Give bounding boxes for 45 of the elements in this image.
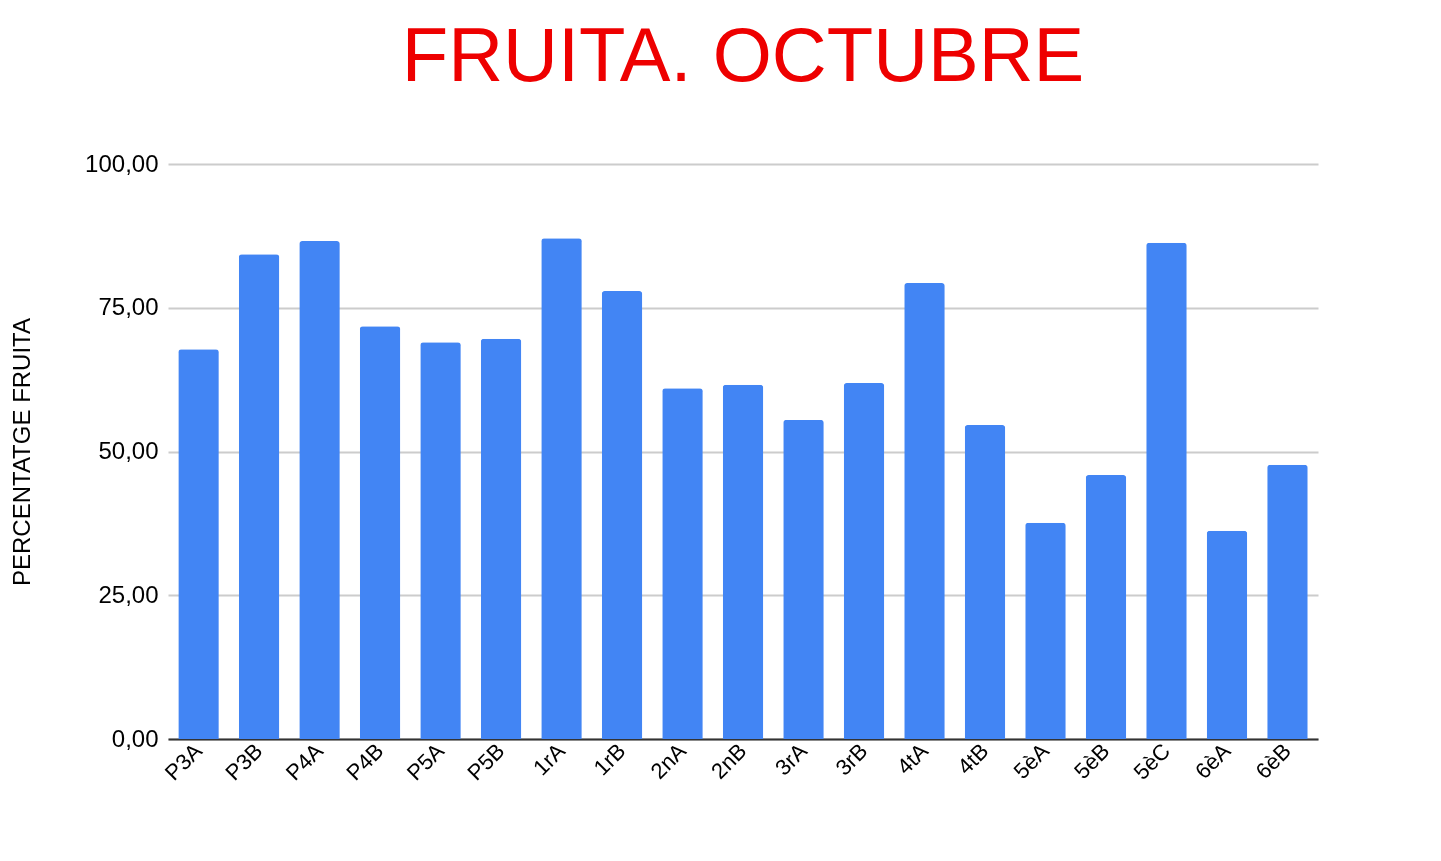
bar bbox=[178, 349, 219, 739]
bar bbox=[964, 425, 1006, 739]
x-tick-label: 5èB bbox=[1069, 738, 1115, 784]
bar bbox=[420, 342, 461, 739]
y-axis-title: PERCENTATGE FRUITA bbox=[8, 317, 36, 587]
x-tick-label: 4tA bbox=[891, 738, 934, 780]
bar bbox=[541, 238, 582, 739]
bar bbox=[1025, 522, 1066, 739]
x-tick-label: 2nB bbox=[706, 738, 752, 784]
x-tick-label: P5B bbox=[462, 738, 510, 786]
x-tick-label: P3A bbox=[159, 738, 208, 786]
bar bbox=[299, 241, 340, 739]
y-tick-label: 75,00 bbox=[98, 293, 159, 321]
chart-title: FRUITA. OCTUBRE bbox=[401, 12, 1085, 97]
bar bbox=[904, 283, 945, 739]
x-tick-label: 6èB bbox=[1250, 738, 1296, 784]
y-tick-label: 0,00 bbox=[111, 724, 159, 752]
x-tick-label: 4tB bbox=[952, 738, 994, 780]
x-tick-label: 5èC bbox=[1128, 738, 1176, 785]
x-tick-label: 1rA bbox=[528, 738, 571, 781]
y-tick-label: 25,00 bbox=[98, 580, 159, 608]
x-tick-label: 2nA bbox=[645, 738, 692, 784]
bar bbox=[1267, 464, 1308, 739]
y-tick-label: 100,00 bbox=[85, 149, 159, 177]
x-tick-label: 6èA bbox=[1190, 738, 1236, 784]
bar bbox=[238, 254, 280, 739]
x-tick-label: 3rB bbox=[830, 738, 873, 781]
bar bbox=[783, 419, 824, 739]
bar bbox=[359, 326, 401, 739]
bar bbox=[480, 338, 522, 739]
bar bbox=[1206, 530, 1248, 739]
x-tick-label: 1rB bbox=[588, 738, 631, 781]
bar bbox=[662, 388, 703, 739]
bar bbox=[1085, 475, 1127, 739]
x-tick-label: P4B bbox=[341, 738, 389, 786]
y-tick-label: 50,00 bbox=[98, 437, 159, 464]
x-tick-label: P3B bbox=[220, 738, 268, 786]
bar bbox=[601, 291, 643, 739]
x-tick-label: P5A bbox=[401, 738, 450, 786]
x-tick-label: 3rA bbox=[770, 738, 813, 781]
bar bbox=[722, 384, 764, 739]
bar bbox=[843, 383, 885, 739]
bar bbox=[1146, 242, 1187, 739]
x-tick-label: P4A bbox=[280, 738, 329, 786]
x-tick-label: 5èA bbox=[1008, 738, 1055, 784]
